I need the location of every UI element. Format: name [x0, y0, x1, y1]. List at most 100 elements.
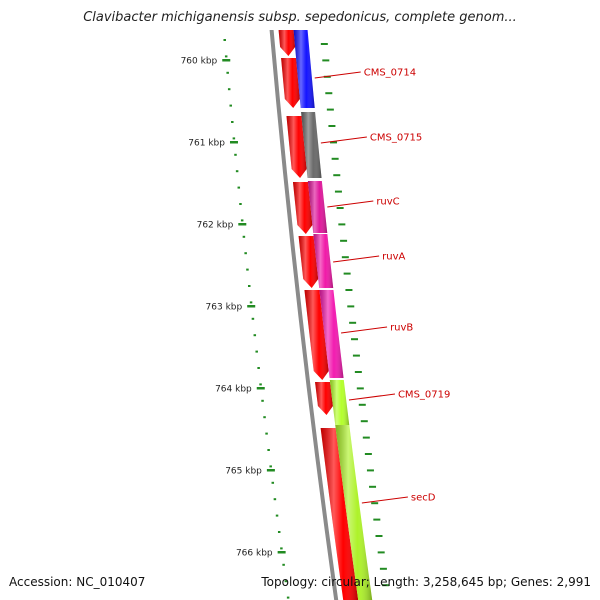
ruler-minor-tick — [223, 39, 226, 41]
ruler-tick-label: 760 kbp — [181, 57, 218, 67]
outer-tick — [322, 59, 330, 62]
ruler-minor-tick — [265, 432, 268, 435]
gene-label[interactable]: ruvC — [376, 197, 399, 208]
outer-tick — [345, 289, 353, 291]
outer-tick — [362, 436, 370, 439]
outer-tick — [320, 43, 328, 45]
ruler-tick-label: 763 kbp — [206, 303, 243, 313]
outer-tick — [340, 239, 348, 242]
cds-arrow-shading — [315, 382, 333, 415]
ruler-minor-tick — [255, 350, 258, 353]
gene-label[interactable]: CMS_0715 — [370, 133, 422, 144]
gene-label[interactable]: ruvB — [390, 323, 413, 334]
outer-tick — [330, 141, 338, 144]
ruler-minor-tick — [246, 268, 249, 271]
ruler-tick-label: 766 kbp — [236, 549, 273, 559]
outer-tick — [349, 321, 357, 324]
gene-block-shading — [335, 425, 373, 600]
gene-block-shading — [301, 112, 322, 178]
gene-label-leader — [348, 393, 396, 401]
outer-tick — [331, 157, 339, 160]
ruler-tick-label: 764 kbp — [215, 385, 252, 395]
ruler-minor-tick — [247, 285, 251, 287]
ruler-minor-tick — [249, 301, 253, 304]
outer-tick — [328, 125, 336, 127]
outer-tick — [338, 223, 346, 226]
outer-tick — [371, 502, 379, 505]
cds-arrow-shading — [281, 58, 300, 108]
gene-block-shading — [307, 181, 328, 233]
ruler-tick-label: 765 kbp — [225, 467, 262, 477]
outer-tick — [373, 518, 381, 521]
outer-tick — [351, 338, 359, 341]
genome-title: Clavibacter michiganensis subsp. sepedon… — [83, 10, 517, 25]
ruler-minor-tick — [277, 531, 281, 533]
outer-tick — [347, 305, 355, 308]
ruler-minor-tick — [282, 563, 285, 566]
ruler-minor-tick — [234, 153, 237, 156]
cds-arrow-shading — [304, 290, 329, 380]
ruler-minor-tick — [244, 252, 247, 255]
ruler-minor-tick — [242, 235, 246, 238]
gene-label[interactable]: ruvA — [382, 252, 405, 263]
outer-tick — [364, 453, 372, 455]
cds-arrow-shading — [298, 236, 319, 288]
ruler-tick-label: 762 kbp — [197, 221, 234, 231]
outer-tick — [382, 584, 390, 587]
gene-label-leader — [333, 255, 380, 263]
ruler-minor-tick — [224, 55, 228, 58]
backbone-line — [269, 30, 339, 600]
gene-block-shading — [293, 30, 315, 108]
genome-summary: Topology: circular; Length: 3,258,645 bp… — [261, 575, 591, 589]
ruler-minor-tick — [267, 449, 270, 451]
gene-label-leader — [361, 496, 408, 504]
gene-track — [293, 30, 390, 600]
outer-tick — [352, 354, 360, 357]
accession-label: Accession: NC_010407 — [9, 575, 146, 589]
ruler-minor-tick — [284, 580, 288, 583]
ruler-minor-tick — [273, 498, 277, 501]
ruler-minor-tick — [253, 334, 257, 337]
ruler-major-tick — [256, 387, 265, 390]
gene-label[interactable]: CMS_0719 — [398, 390, 450, 401]
outer-tick — [379, 567, 387, 570]
outer-tick — [369, 485, 377, 488]
cds-arrow-shading — [278, 30, 296, 56]
ruler-minor-tick — [235, 170, 239, 173]
gene-label-leader — [341, 326, 388, 334]
backbone-track — [269, 30, 339, 600]
outer-tick — [377, 551, 385, 554]
outer-tick — [333, 174, 341, 177]
outer-tick — [343, 272, 351, 275]
ruler-tick-label: 761 kbp — [188, 139, 225, 149]
ruler-minor-tick — [271, 481, 275, 484]
outer-tick — [341, 256, 349, 259]
outer-tick — [326, 108, 334, 111]
ruler-minor-tick — [239, 203, 242, 205]
gene-label[interactable]: secD — [411, 493, 436, 504]
cds-track — [278, 30, 359, 600]
gene-block-shading — [319, 290, 344, 378]
ruler-minor-tick — [229, 104, 232, 107]
outer-tick — [360, 420, 368, 423]
ruler: 760 kbp 761 kbp 762 kbp 763 kbp 764 kbp 765 k… — [181, 39, 290, 599]
outer-tick — [366, 469, 374, 472]
cds-arrow-shading — [320, 428, 359, 600]
gene-labels: CMS_0714 CMS_0715 ruvC ruvA ruvB CMS_0719 secD — [314, 68, 450, 504]
ruler-major-tick — [266, 469, 275, 472]
outer-tick — [334, 190, 342, 193]
ruler-major-tick — [229, 141, 238, 144]
outer-tick — [356, 387, 364, 390]
outer-tick — [336, 207, 344, 209]
gene-label-leader — [327, 200, 374, 208]
gene-label[interactable]: CMS_0714 — [364, 68, 416, 79]
gene-block-shading — [329, 380, 350, 425]
gene-label-leader — [314, 71, 361, 79]
cds-arrow-shading — [292, 182, 313, 234]
ruler-minor-tick — [263, 416, 266, 419]
ruler-major-tick — [238, 223, 247, 226]
ruler-major-tick — [222, 59, 231, 62]
ruler-minor-tick — [261, 399, 264, 402]
outer-tick — [375, 535, 383, 537]
